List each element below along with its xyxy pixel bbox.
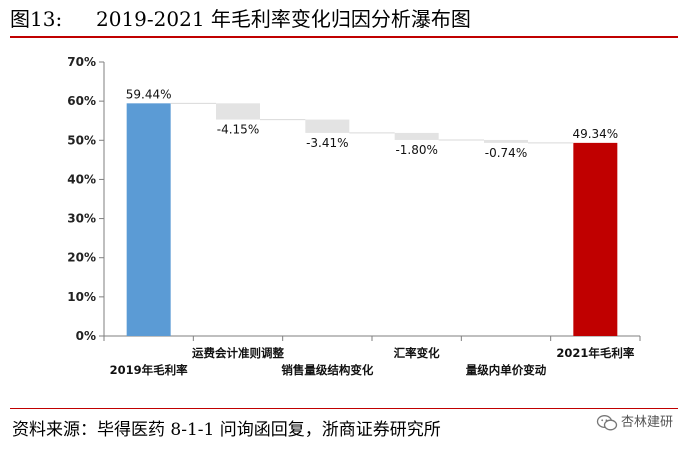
waterfall-chart: 0% 10% 20% 30% 40% 50% 60% 70% 59.44% -4.15% -3.41… <box>67 55 641 377</box>
data-label-6: 49.34% <box>572 127 618 141</box>
bar-6 <box>573 142 618 336</box>
y-tick-label: 30% <box>67 212 96 226</box>
category-label-4: 汇率变化 <box>394 346 440 360</box>
figure-number: 图13: <box>10 7 63 31</box>
category-label-5: 量级内单价变动 <box>466 363 547 377</box>
data-label-4: -1.80% <box>395 143 437 157</box>
y-tick-label: 60% <box>67 94 96 108</box>
y-tick-label: 20% <box>67 251 96 265</box>
data-label-1: 59.44% <box>126 87 172 101</box>
bar-1 <box>126 103 171 336</box>
y-tick-label: 50% <box>67 133 96 147</box>
y-tick-label: 70% <box>67 55 96 69</box>
watermark: 杏林建研 <box>596 412 692 434</box>
category-label-6: 2021年毛利率 <box>556 346 635 360</box>
source-rule <box>10 408 678 409</box>
bar-5 <box>484 139 528 143</box>
watermark-text: 杏林建研 <box>621 415 674 430</box>
data-label-2: -4.15% <box>217 123 259 137</box>
bar-3 <box>305 119 350 133</box>
bar-4 <box>394 132 439 140</box>
category-label-2: 运费会计准则调整 <box>192 346 284 360</box>
source-note: 资料来源：毕得医药 8-1-1 问询函回复，浙商证券研究所 <box>12 420 441 440</box>
data-label-3: -3.41% <box>306 136 348 150</box>
figure-title-text: 2019-2021 年毛利率变化归因分析瀑布图 <box>96 7 471 31</box>
bar-2 <box>216 103 260 120</box>
y-tick-label: 0% <box>76 329 96 343</box>
data-label-5: -0.74% <box>485 146 527 160</box>
wechat-icon <box>596 415 618 431</box>
category-label-1: 2019年毛利率 <box>110 363 189 377</box>
chart-title: 图13: 2019-2021 年毛利率变化归因分析瀑布图 <box>10 4 690 34</box>
y-tick-label: 40% <box>67 172 96 186</box>
y-tick-label: 10% <box>67 290 96 304</box>
title-rule <box>10 36 678 38</box>
category-label-3: 销售量级结构变化 <box>281 363 373 377</box>
